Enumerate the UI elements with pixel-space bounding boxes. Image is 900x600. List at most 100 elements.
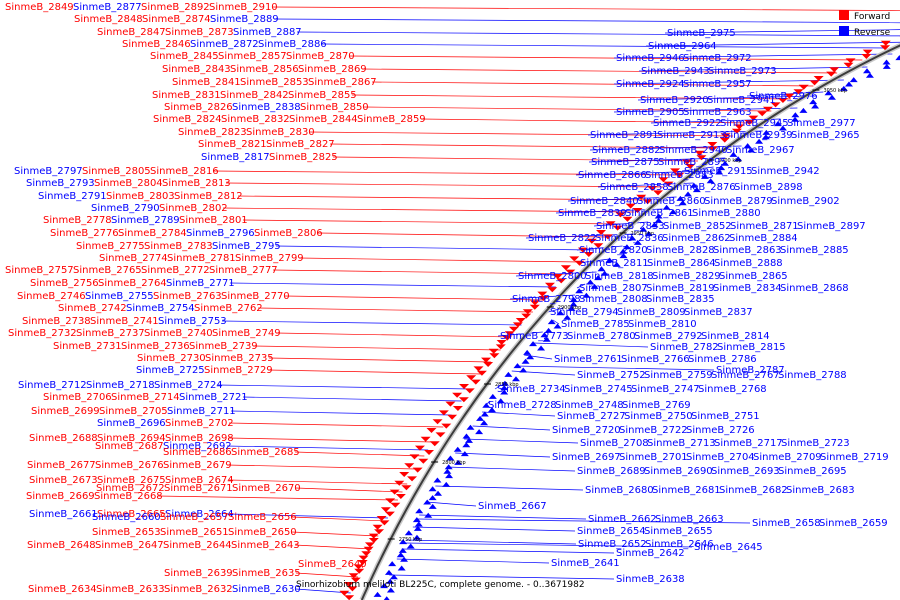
gene-label: SinmeB_2850 <box>300 102 369 113</box>
forward-gene-arrow <box>720 133 731 139</box>
gene-label: SinmeB_2884 <box>729 233 798 244</box>
leader-line <box>268 357 491 363</box>
gene-label: SinmeB_2683 <box>786 485 855 496</box>
reverse-gene-arrow <box>684 191 693 197</box>
gene-label: SinmeB_2846 <box>122 39 191 50</box>
gene-label: SinmeB_2727 <box>557 411 626 422</box>
gene-label: SinmeB_2806 <box>254 228 323 239</box>
leader-line <box>406 539 577 545</box>
gene-label: SinmeB_2698 <box>165 433 234 444</box>
forward-gene-arrow <box>418 458 429 464</box>
forward-gene-arrow <box>622 216 633 222</box>
forward-gene-arrow <box>353 564 364 570</box>
gene-label: SinmeB_2679 <box>163 460 232 471</box>
gene-label: SinmeB_2816 <box>150 166 219 177</box>
gene-label: SinmeB_2822 <box>528 233 597 244</box>
leader-line <box>291 531 379 537</box>
gene-label: SinmeB_2799 <box>235 253 304 264</box>
reverse-gene-arrow <box>398 547 407 553</box>
gene-label: SinmeB_2773 <box>500 331 569 342</box>
gene-label: SinmeB_2943 <box>641 66 710 77</box>
forward-gene-arrow <box>770 102 781 108</box>
leader-line <box>613 79 844 85</box>
forward-gene-arrow <box>784 93 795 99</box>
reverse-gene-arrow <box>396 552 405 558</box>
gene-label: SinmeB_2882 <box>592 145 661 156</box>
gene-label: SinmeB_2720 <box>552 425 621 436</box>
reverse-gene-arrow <box>553 323 562 329</box>
gene-label: SinmeB_2693 <box>711 466 780 477</box>
gene-label: SinmeB_2920 <box>640 95 709 106</box>
gene-label: SinmeB_2848 <box>74 14 143 25</box>
gene-label: SinmeB_2644 <box>163 540 232 551</box>
forward-gene-arrow <box>586 238 597 244</box>
forward-gene-arrow <box>424 450 435 455</box>
forward-gene-arrow <box>420 436 431 442</box>
forward-gene-arrow <box>674 172 685 178</box>
gene-label: SinmeB_2774 <box>99 253 168 264</box>
forward-gene-arrow <box>682 159 693 165</box>
leader-lines <box>157 6 900 594</box>
forward-gene-arrow <box>380 507 391 513</box>
leader-line <box>284 295 544 301</box>
reverse-gene-arrow <box>412 517 421 523</box>
leader-line <box>242 219 621 225</box>
leader-line <box>389 574 615 580</box>
leader-line <box>645 41 900 47</box>
reverse-gene-arrow <box>628 235 637 241</box>
reverse-gene-arrow <box>521 358 530 364</box>
gene-label: SinmeB_2650 <box>228 527 297 538</box>
forward-gene-arrow <box>395 494 406 499</box>
gene-label: SinmeB_2889 <box>210 14 279 25</box>
gene-label: SinmeB_2946 <box>616 53 685 64</box>
gene-label: SinmeB_2815 <box>717 342 786 353</box>
reverse-gene-arrow <box>594 275 603 281</box>
gene-label: SinmeB_2706 <box>43 392 112 403</box>
gene-label: SinmeB_2692 <box>163 441 232 452</box>
gene-label: SinmeB_2653 <box>92 527 161 538</box>
leader-line <box>524 354 553 360</box>
leader-line <box>361 68 838 74</box>
gene-label: SinmeB_2651 <box>160 527 229 538</box>
gene-label: SinmeB_2713 <box>647 438 716 449</box>
forward-gene-arrow <box>368 538 379 543</box>
leader-line <box>273 18 900 24</box>
forward-gene-arrow <box>512 322 523 328</box>
leader-line <box>412 526 576 532</box>
gene-label: SinmeB_2699 <box>31 406 100 417</box>
gene-label: SinmeB_2801 <box>179 215 248 226</box>
reverse-gene-arrow <box>480 411 489 417</box>
leader-line <box>226 445 429 451</box>
reverse-gene-arrow <box>700 173 709 179</box>
gene-labels: SinmeB_2849 SinmeB_2877 SinmeB_2892 SinmeB_… <box>5 2 889 595</box>
gene-label: SinmeB_2838 <box>232 102 301 113</box>
gene-label: SinmeB_2771 <box>166 278 235 289</box>
leader-line <box>230 410 452 416</box>
forward-gene-arrow <box>734 124 745 130</box>
gene-label: SinmeB_2922 <box>653 118 722 129</box>
reverse-gene-arrow <box>397 565 406 571</box>
reverse-gene-arrow <box>590 283 599 289</box>
reverse-gene-arrow <box>453 446 462 452</box>
leader-line <box>576 283 586 289</box>
gene-label: SinmeB_2824 <box>153 114 222 125</box>
forward-gene-arrow <box>647 186 658 191</box>
gene-label: SinmeB_2863 <box>713 245 782 256</box>
forward-gene-arrow <box>404 463 415 469</box>
gene-label: SinmeB_2671 <box>164 483 233 494</box>
reverse-gene-arrow <box>380 583 389 589</box>
gene-label: SinmeB_2659 <box>819 518 888 529</box>
reverse-gene-arrow <box>762 129 771 135</box>
gene-label: SinmeB_2667 <box>478 501 547 512</box>
reverse-gene-arrow <box>563 314 572 320</box>
reverse-gene-arrow <box>678 200 687 206</box>
gene-label: SinmeB_2864 <box>647 258 716 269</box>
gene-label: SinmeB_2839 <box>558 208 627 219</box>
legend-forward-swatch <box>839 10 849 20</box>
gene-label: SinmeB_2751 <box>691 411 760 422</box>
forward-gene-arrow <box>447 414 458 420</box>
reverse-gene-arrow <box>428 486 437 492</box>
gene-label: SinmeB_2656 <box>228 512 297 523</box>
reverse-gene-arrow <box>865 72 874 78</box>
